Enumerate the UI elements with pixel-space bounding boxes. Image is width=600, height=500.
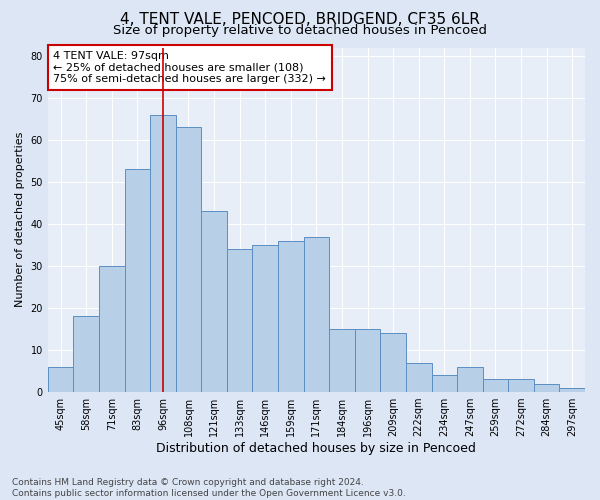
Bar [355, 329, 380, 392]
Bar [253, 245, 278, 392]
Bar [431, 376, 457, 392]
Y-axis label: Number of detached properties: Number of detached properties [15, 132, 25, 308]
Bar [227, 249, 253, 392]
Bar [125, 170, 150, 392]
Bar [508, 380, 534, 392]
Bar [457, 367, 482, 392]
Bar [380, 334, 406, 392]
Text: Size of property relative to detached houses in Pencoed: Size of property relative to detached ho… [113, 24, 487, 37]
Text: 4, TENT VALE, PENCOED, BRIDGEND, CF35 6LR: 4, TENT VALE, PENCOED, BRIDGEND, CF35 6L… [120, 12, 480, 28]
Bar [176, 128, 201, 392]
Bar [150, 114, 176, 392]
Bar [304, 236, 329, 392]
Bar [73, 316, 99, 392]
Text: 4 TENT VALE: 97sqm
← 25% of detached houses are smaller (108)
75% of semi-detach: 4 TENT VALE: 97sqm ← 25% of detached hou… [53, 51, 326, 84]
X-axis label: Distribution of detached houses by size in Pencoed: Distribution of detached houses by size … [157, 442, 476, 455]
Bar [559, 388, 585, 392]
Bar [201, 212, 227, 392]
Bar [278, 241, 304, 392]
Bar [534, 384, 559, 392]
Bar [406, 362, 431, 392]
Bar [482, 380, 508, 392]
Bar [99, 266, 125, 392]
Bar [329, 329, 355, 392]
Bar [48, 367, 73, 392]
Text: Contains HM Land Registry data © Crown copyright and database right 2024.
Contai: Contains HM Land Registry data © Crown c… [12, 478, 406, 498]
